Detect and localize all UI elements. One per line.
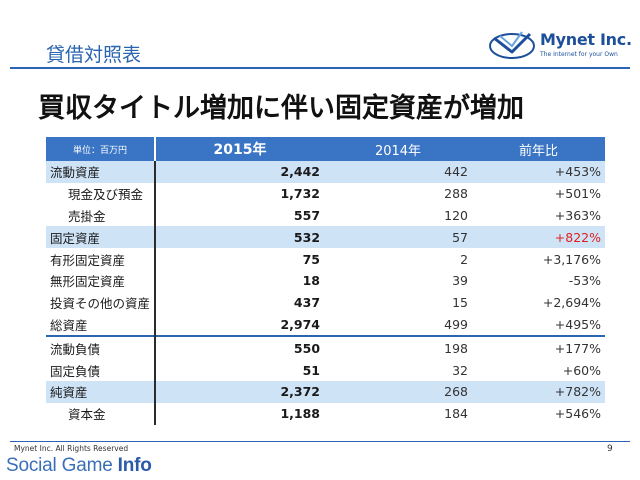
value-ratio: +3,176%	[542, 251, 601, 267]
value-ratio: +363%	[554, 207, 601, 223]
value-2014: 442	[324, 161, 473, 183]
value-ratio: +495%	[554, 316, 601, 332]
table-row: 無形固定資産 18 39 -53%	[46, 269, 605, 292]
watermark-part2: Info	[117, 455, 152, 476]
value-2014: 32	[452, 362, 469, 378]
value-2015: 18	[154, 269, 325, 292]
table-row: 有形固定資産 75 2 +3,176%	[46, 248, 605, 270]
value-ratio: +782%	[472, 380, 605, 403]
header-divider	[10, 67, 630, 69]
table-row: 固定資産 532 57 +822%	[46, 226, 605, 249]
copyright-text: Mynet Inc. All Rights Reserved	[14, 444, 129, 453]
footer-divider	[10, 441, 630, 442]
value-2014: 499	[444, 316, 469, 332]
page-number: 9	[607, 444, 613, 454]
logo-company-name: Mynet Inc.	[540, 30, 632, 49]
value-ratio: -53%	[568, 273, 601, 289]
value-ratio: +177%	[472, 335, 605, 360]
row-label: 現金及び預金	[68, 187, 144, 203]
row-label: 売掛金	[68, 208, 106, 224]
slide-section-label: 貸借対照表	[46, 44, 142, 66]
logo-tagline: The Internet for your Own	[540, 51, 618, 58]
value-2014: 120	[444, 207, 469, 223]
value-2014: 15	[452, 295, 469, 311]
value-2015: 51	[154, 359, 325, 381]
col-header-ratio: 前年比	[472, 137, 605, 161]
value-2015: 2,974	[154, 313, 325, 337]
value-2014: 57	[324, 226, 473, 249]
value-ratio-emphasis: +822%	[472, 226, 605, 249]
value-2015: 2,372	[154, 380, 325, 403]
table-row: 純資産 2,372 268 +782%	[46, 380, 605, 403]
row-label: 固定資産	[46, 226, 156, 249]
row-label: 流動負債	[46, 335, 156, 360]
table-row: 資本金 1,188 184 +546%	[46, 402, 605, 425]
value-2014: 39	[452, 273, 469, 289]
value-2015: 437	[154, 291, 325, 314]
value-2015: 75	[154, 248, 325, 270]
table-row: 投資その他の資産 437 15 +2,694%	[46, 291, 605, 314]
table-row: 売掛金 557 120 +363%	[46, 204, 605, 227]
value-2014: 184	[444, 406, 469, 422]
unit-header: 単位：百万円	[46, 137, 156, 161]
table-row: 固定負債 51 32 +60%	[46, 359, 605, 381]
balance-sheet-table: 単位：百万円 2015年 2014年 前年比 流動資産 2,442 442 +4…	[46, 137, 605, 425]
value-2014: 2	[460, 251, 469, 267]
page-title: 買収タイトル増加に伴い固定資産が増加	[38, 93, 524, 124]
mynet-logo-icon	[489, 31, 535, 59]
table-row: 流動負債 550 198 +177%	[46, 335, 605, 360]
value-2015: 550	[154, 335, 325, 360]
row-label: 総資産	[50, 317, 88, 333]
value-ratio: +453%	[472, 161, 605, 183]
value-ratio: +2,694%	[542, 295, 601, 311]
value-2015: 1,188	[154, 402, 325, 425]
table-row: 総資産 2,974 499 +495%	[46, 313, 605, 337]
table-row: 流動資産 2,442 442 +453%	[46, 161, 605, 183]
value-2014: 268	[324, 380, 473, 403]
row-label: 固定負債	[50, 363, 101, 379]
row-label: 資本金	[68, 407, 106, 423]
table-row: 現金及び預金 1,732 288 +501%	[46, 182, 605, 205]
value-2015: 1,732	[154, 182, 325, 205]
value-2015: 2,442	[154, 161, 325, 183]
value-2014: 288	[444, 186, 469, 202]
row-label: 純資産	[46, 380, 156, 403]
row-label: 投資その他の資産	[50, 296, 151, 312]
row-label: 無形固定資産	[50, 274, 126, 290]
value-2015: 532	[154, 226, 325, 249]
value-2014: 198	[324, 335, 473, 360]
row-label: 有形固定資産	[50, 252, 126, 268]
value-ratio: +546%	[554, 406, 601, 422]
value-ratio: +60%	[562, 362, 601, 378]
value-ratio: +501%	[554, 186, 601, 202]
table-header-row: 単位：百万円 2015年 2014年 前年比	[46, 137, 605, 161]
value-2015: 557	[154, 204, 325, 227]
row-label: 流動資産	[46, 161, 156, 183]
watermark-part1: Social Game	[6, 455, 118, 476]
col-header-2015: 2015年	[154, 137, 325, 161]
col-header-2014: 2014年	[324, 137, 473, 161]
watermark-logo: Social Game Info	[6, 455, 152, 477]
